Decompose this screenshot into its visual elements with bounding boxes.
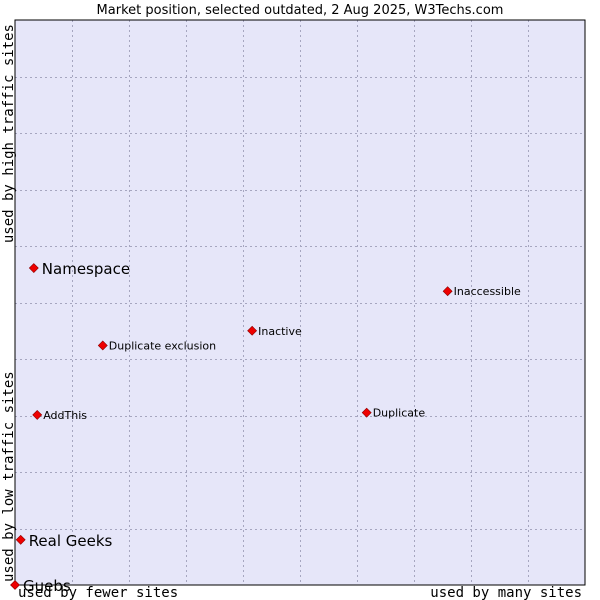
y-axis-label-bottom: used by low traffic sites: [1, 371, 17, 582]
y-axis-label-top: used by high traffic sites: [1, 24, 17, 243]
x-axis-label-right: used by many sites: [430, 585, 582, 600]
x-axis-label-left: used by fewer sites: [18, 585, 178, 600]
data-point-marker: [32, 410, 43, 420]
chart-title: Market position, selected outdated, 2 Au…: [97, 3, 504, 18]
data-point-label: Inaccessible: [454, 285, 521, 298]
grid-lines: [15, 20, 585, 585]
data-point-marker: [247, 325, 258, 336]
data-point-label: Duplicate: [373, 407, 426, 420]
data-point-label: Namespace: [42, 260, 130, 278]
data-point-marker: [10, 580, 20, 590]
data-point-label: Guebs: [23, 577, 71, 595]
data-point-label: AddThis: [43, 409, 87, 422]
data-point-label: Inactive: [258, 325, 302, 338]
data-point-marker: [28, 263, 39, 273]
plot-frame: [14, 19, 586, 586]
data-point-label: Duplicate exclusion: [109, 339, 216, 352]
data-point-marker: [442, 286, 453, 297]
data-point-marker: [97, 340, 108, 351]
data-point-label: Real Geeks: [29, 532, 113, 550]
data-point-marker: [15, 534, 26, 545]
data-points: Namespace Inaccessible Inactive Duplicate e…: [10, 260, 521, 595]
data-point-marker: [361, 407, 372, 418]
